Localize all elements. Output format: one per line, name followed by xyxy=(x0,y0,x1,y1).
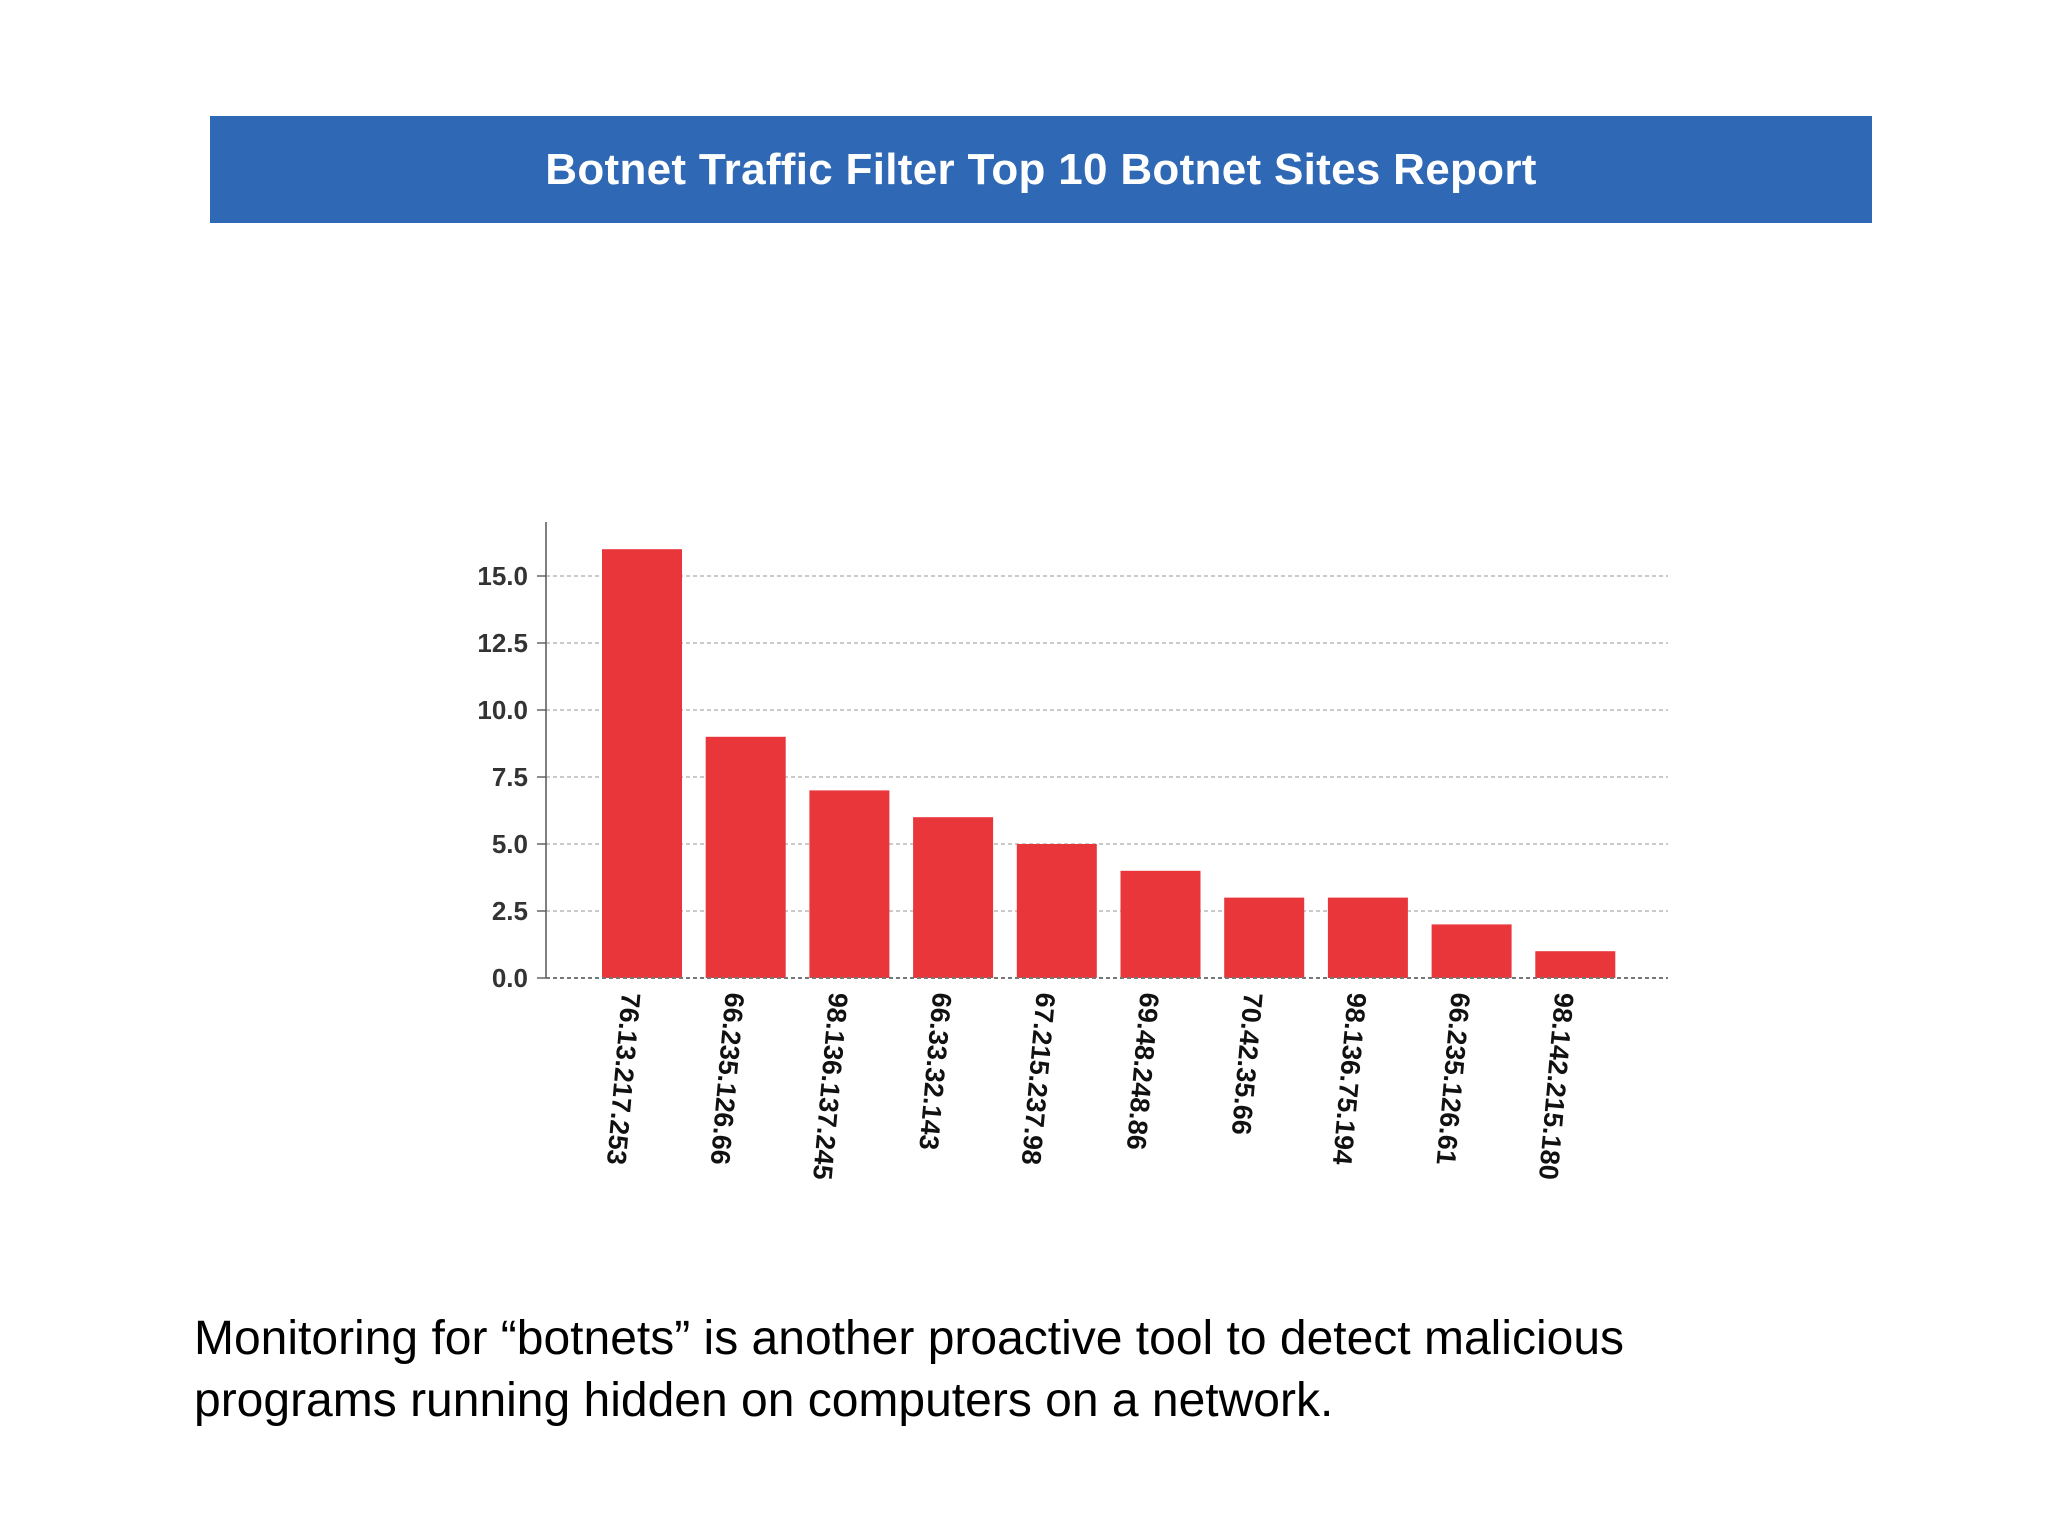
caption-line-1: Monitoring for “botnets” is another proa… xyxy=(194,1312,1625,1365)
x-tick-label: 98.136.137.245 xyxy=(807,991,853,1181)
x-tick-label: 66.33.32.143 xyxy=(913,991,957,1151)
caption: Monitoring for “botnets” is another proa… xyxy=(194,1308,1894,1432)
x-tick-label: 67.215.237.98 xyxy=(1016,991,1061,1166)
bar xyxy=(1431,924,1512,978)
bar xyxy=(602,549,682,978)
bars xyxy=(602,549,1616,978)
x-tick-label: 70.42.35.66 xyxy=(1226,991,1268,1136)
x-tick-labels: 76.13.217.253 66.235.126.66 98.136.137.245… xyxy=(601,991,1579,1181)
bar xyxy=(1224,897,1305,978)
y-tick-label: 15.0 xyxy=(477,561,528,591)
bar xyxy=(809,790,890,978)
bar xyxy=(1120,870,1201,978)
bar xyxy=(1016,844,1097,978)
chart-title: Botnet Traffic Filter Top 10 Botnet Site… xyxy=(545,144,1537,194)
caption-line-2: programs running hidden on computers on … xyxy=(194,1374,1334,1427)
y-tick-label: 10.0 xyxy=(477,695,528,725)
x-tick-label: 98.142.215.180 xyxy=(1533,991,1579,1181)
x-tick-label: 98.136.75.194 xyxy=(1327,991,1372,1166)
axes xyxy=(537,522,1668,979)
x-tick-label: 66.235.126.66 xyxy=(705,991,750,1166)
title-banner: Botnet Traffic Filter Top 10 Botnet Site… xyxy=(210,116,1872,223)
x-tick-label: 66.235.126.61 xyxy=(1431,991,1476,1166)
bar-chart: 0.0 2.5 5.0 7.5 10.0 12.5 15.0 76.13.217.253 66… xyxy=(477,522,1668,1181)
x-tick-label: 69.48.248.86 xyxy=(1121,991,1165,1151)
y-tick-label: 2.5 xyxy=(492,896,528,926)
bar xyxy=(1327,897,1408,978)
x-tick-label: 76.13.217.253 xyxy=(601,991,646,1166)
y-tick-label: 5.0 xyxy=(492,829,528,859)
bar xyxy=(1535,951,1616,978)
gridlines xyxy=(546,575,1668,912)
y-tick-label: 7.5 xyxy=(492,762,528,792)
bar xyxy=(913,817,994,978)
bar xyxy=(705,736,786,978)
y-tick-labels: 0.0 2.5 5.0 7.5 10.0 12.5 15.0 xyxy=(477,561,528,993)
y-tick-label: 12.5 xyxy=(477,628,528,658)
y-tick-label: 0.0 xyxy=(492,963,528,993)
